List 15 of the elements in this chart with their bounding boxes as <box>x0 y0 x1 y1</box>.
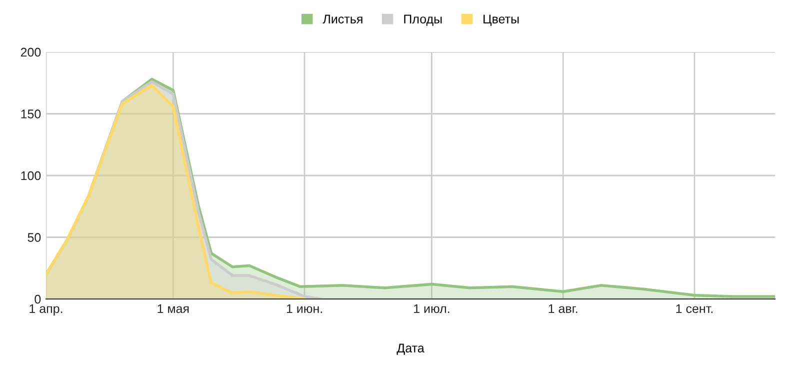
y-tick-label: 100 <box>21 171 41 180</box>
y-tick-label: 0 <box>34 294 41 304</box>
x-axis-title: Дата <box>396 344 424 355</box>
x-tick-label: 1 мая <box>158 304 189 314</box>
x-tick-label: 1 апр. <box>30 304 62 316</box>
x-tick-label: 1 сент. <box>676 304 712 314</box>
y-tick-label: 50 <box>28 233 41 242</box>
x-tick-label: 1 июл. <box>414 304 450 314</box>
legend-label: Листья <box>322 14 362 24</box>
legend-label: Плоды <box>404 14 442 26</box>
y-tick-label: 200 <box>20 48 41 57</box>
y-tick-label: 150 <box>21 110 41 118</box>
legend-label: Цветы <box>484 14 519 26</box>
x-tick-label: 1 авг. <box>548 304 578 314</box>
x-tick-label: 1 июн. <box>286 304 322 314</box>
